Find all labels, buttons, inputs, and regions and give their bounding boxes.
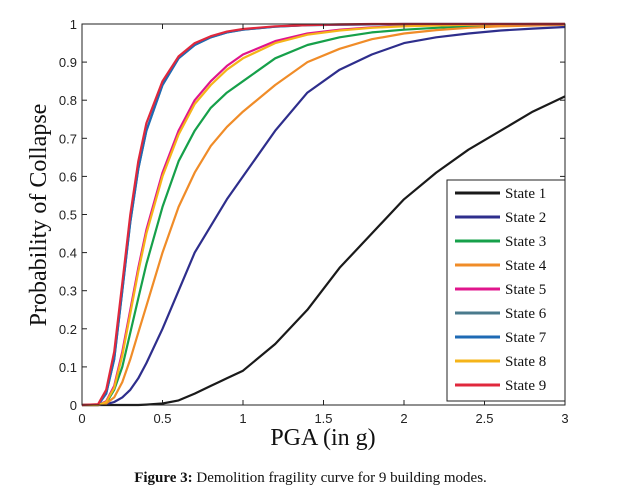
legend-label-state-6: State 6 [505,306,547,322]
x-tick-label: 1.5 [314,411,332,426]
series-line-state-4 [82,23,566,407]
legend-label-state-8: State 8 [505,354,546,370]
legend-label-state-1: State 1 [505,186,546,202]
fragility-chart: 0 0.5 1 1.5 2 2.5 3 0 0.1 0.2 0.3 0.4 0.5 0.6 0.7 0.8 0.… [26,17,569,451]
figure-caption: Figure 3: Demolition fragility curve for… [0,470,621,487]
legend-label-state-3: State 3 [505,234,546,250]
legend-label-state-5: State 5 [505,282,546,298]
y-tick-label: 0.8 [59,93,77,108]
y-tick-label: 0.3 [59,284,77,299]
caption-label: Figure 3: [134,470,193,486]
series-line-state-8 [82,22,565,407]
x-tick-label: 0 [78,411,85,426]
ticks-layer: 0 0.5 1 1.5 2 2.5 3 0 0.1 0.2 0.3 0.4 0.5 0.6 0.7 0.8 0.… [59,17,569,426]
x-tick-label: 2 [400,411,407,426]
series-layer [81,22,566,407]
y-tick-label: 0.1 [59,360,77,375]
legend-label-state-9: State 9 [505,378,546,394]
x-tick-label: 1 [239,411,246,426]
y-tick-label: 0 [70,398,77,413]
legend-label-state-2: State 2 [505,210,546,226]
y-tick-label: 0.2 [59,322,77,337]
y-tick-label: 0.9 [59,55,77,70]
series-line-state-2 [82,25,566,407]
x-axis-title: PGA (in g) [270,425,375,451]
y-tick-label: 0.4 [59,246,77,261]
x-tick-label: 2.5 [475,411,493,426]
legend-label-state-4: State 4 [505,258,547,274]
x-tick-label: 0.5 [153,411,171,426]
y-tick-label: 0.6 [59,169,77,184]
y-tick-label: 0.5 [59,208,77,223]
series-line-state-3 [82,23,566,407]
legend: State 1 State 2 State 3 State 4 State 5 State… [446,179,566,402]
y-axis-title: Probability of Collapse [26,104,52,327]
y-tick-label: 1 [70,17,77,32]
x-tick-label: 3 [561,411,568,426]
legend-label-state-7: State 7 [505,330,547,346]
y-tick-label: 0.7 [59,131,77,146]
caption-text: Demolition fragility curve for 9 buildin… [192,470,487,486]
